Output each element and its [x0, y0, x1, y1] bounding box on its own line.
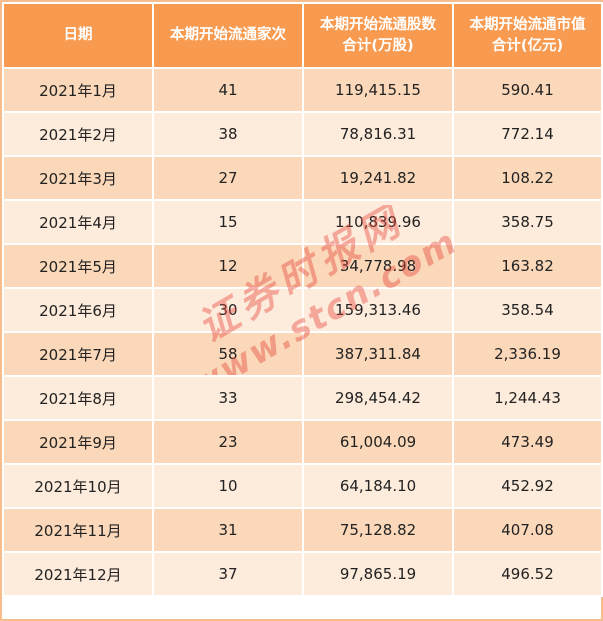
cell-date: 2021年3月: [2, 155, 154, 201]
cell-shares: 34,778.98: [302, 243, 454, 289]
header-market-value: 本期开始流通市值 合计(亿元): [452, 2, 603, 69]
header-count-text: 本期开始流通家次: [170, 27, 286, 43]
header-count: 本期开始流通家次: [152, 2, 304, 69]
cell-count: 12: [152, 243, 304, 289]
cell-market-value: 772.14: [452, 111, 603, 157]
cell-date: 2021年10月: [2, 463, 154, 509]
cell-market-value: 2,336.19: [452, 331, 603, 377]
cell-market-value: 163.82: [452, 243, 603, 289]
cell-shares: 110,839.96: [302, 199, 454, 245]
data-table: 日期 本期开始流通家次 本期开始流通股数 合计(万股) 本期开始流通市值 合计(…: [2, 2, 603, 597]
cell-count: 58: [152, 331, 304, 377]
cell-shares: 78,816.31: [302, 111, 454, 157]
cell-market-value: 407.08: [452, 507, 603, 553]
header-date-text: 日期: [63, 27, 93, 43]
header-market-value-line2: 合计(亿元): [491, 37, 564, 54]
cell-market-value: 1,244.43: [452, 375, 603, 421]
table-row: 2021年7月 58 387,311.84 2,336.19: [2, 331, 603, 377]
cell-date: 2021年4月: [2, 199, 154, 245]
table-row: 2021年2月 38 78,816.31 772.14: [2, 111, 603, 157]
cell-market-value: 108.22: [452, 155, 603, 201]
table-row: 2021年12月 37 97,865.19 496.52: [2, 551, 603, 597]
cell-count: 27: [152, 155, 304, 201]
cell-market-value: 452.92: [452, 463, 603, 509]
cell-market-value: 473.49: [452, 419, 603, 465]
cell-count: 10: [152, 463, 304, 509]
cell-shares: 119,415.15: [302, 67, 454, 113]
table-body: 2021年1月 41 119,415.15 590.41 2021年2月 38 …: [2, 67, 603, 597]
table-row: 2021年5月 12 34,778.98 163.82: [2, 243, 603, 289]
cell-count: 38: [152, 111, 304, 157]
table-row: 2021年8月 33 298,454.42 1,244.43: [2, 375, 603, 421]
cell-date: 2021年7月: [2, 331, 154, 377]
table-row: 2021年1月 41 119,415.15 590.41: [2, 67, 603, 113]
table-row: 2021年11月 31 75,128.82 407.08: [2, 507, 603, 553]
cell-count: 23: [152, 419, 304, 465]
cell-date: 2021年11月: [2, 507, 154, 553]
cell-market-value: 590.41: [452, 67, 603, 113]
cell-shares: 61,004.09: [302, 419, 454, 465]
table-row: 2021年4月 15 110,839.96 358.75: [2, 199, 603, 245]
table-header: 日期 本期开始流通家次 本期开始流通股数 合计(万股) 本期开始流通市值 合计(…: [2, 2, 603, 69]
cell-shares: 97,865.19: [302, 551, 454, 597]
table-row: 2021年6月 30 159,313.46 358.54: [2, 287, 603, 333]
cell-shares: 75,128.82: [302, 507, 454, 553]
cell-count: 37: [152, 551, 304, 597]
cell-count: 31: [152, 507, 304, 553]
header-shares-line2: 合计(万股): [342, 37, 414, 54]
cell-date: 2021年8月: [2, 375, 154, 421]
cell-market-value: 358.54: [452, 287, 603, 333]
cell-count: 30: [152, 287, 304, 333]
table-row: 2021年3月 27 19,241.82 108.22: [2, 155, 603, 201]
header-date: 日期: [2, 2, 154, 69]
cell-date: 2021年5月: [2, 243, 154, 289]
header-market-value-line1: 本期开始流通市值: [469, 16, 586, 33]
cell-shares: 19,241.82: [302, 155, 454, 201]
cell-market-value: 496.52: [452, 551, 603, 597]
header-shares-line1: 本期开始流通股数: [320, 16, 436, 33]
cell-shares: 387,311.84: [302, 331, 454, 377]
cell-count: 15: [152, 199, 304, 245]
cell-date: 2021年2月: [2, 111, 154, 157]
table-row: 2021年10月 10 64,184.10 452.92: [2, 463, 603, 509]
cell-shares: 298,454.42: [302, 375, 454, 421]
cell-count: 33: [152, 375, 304, 421]
cell-shares: 159,313.46: [302, 287, 454, 333]
cell-shares: 64,184.10: [302, 463, 454, 509]
cell-date: 2021年12月: [2, 551, 154, 597]
cell-date: 2021年9月: [2, 419, 154, 465]
header-shares: 本期开始流通股数 合计(万股): [302, 2, 454, 69]
header-row: 日期 本期开始流通家次 本期开始流通股数 合计(万股) 本期开始流通市值 合计(…: [2, 2, 603, 69]
cell-date: 2021年1月: [2, 67, 154, 113]
cell-date: 2021年6月: [2, 287, 154, 333]
cell-count: 41: [152, 67, 304, 113]
cell-market-value: 358.75: [452, 199, 603, 245]
table-row: 2021年9月 23 61,004.09 473.49: [2, 419, 603, 465]
